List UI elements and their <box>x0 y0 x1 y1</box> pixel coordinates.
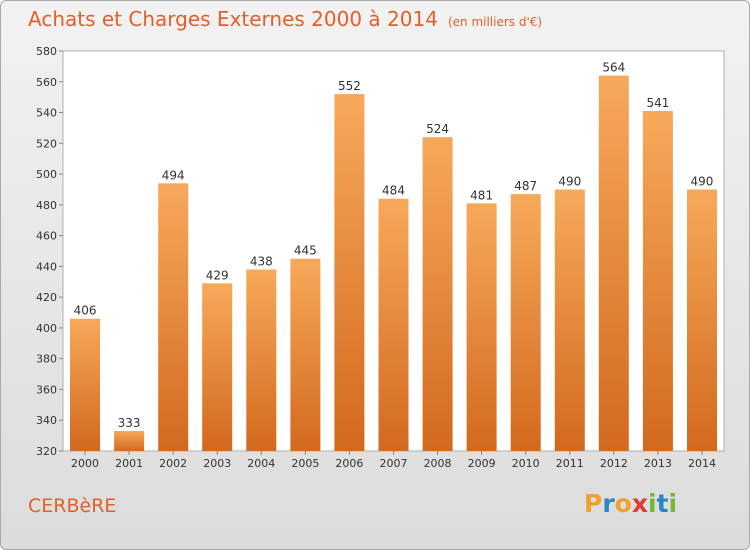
bar-value-label: 487 <box>514 179 537 193</box>
logo-letter: r <box>602 489 615 518</box>
bar-value-label: 438 <box>250 255 273 269</box>
y-tick-label: 380 <box>36 353 57 366</box>
x-tick-label: 2010 <box>512 457 540 470</box>
y-axis: 320 340 360 380 400 420 440 460 480 500 520 540 560 5… <box>36 45 63 458</box>
proxiti-logo: Proxiti <box>584 489 677 518</box>
x-tick-label: 2013 <box>644 457 672 470</box>
x-tick-label: 2005 <box>291 457 319 470</box>
x-tick-label: 2003 <box>203 457 231 470</box>
bar-value-label: 564 <box>602 61 625 75</box>
commune-name: CERBèRE <box>28 495 117 517</box>
logo-letter: t <box>656 489 669 518</box>
bar-value-label: 484 <box>382 184 405 198</box>
bar <box>422 137 453 451</box>
bar-value-label: 333 <box>118 416 141 430</box>
y-tick-label: 460 <box>36 230 57 243</box>
bars-group: 406 333 494 429 438 445 552 484 524 481 487 490 564 5… <box>70 61 717 452</box>
chart-title: Achats et Charges Externes 2000 à 2014 <box>28 7 438 31</box>
bar <box>334 94 365 451</box>
logo-letter: o <box>614 489 632 518</box>
logo-letter: i <box>648 489 657 518</box>
bar-value-label: 445 <box>294 244 317 258</box>
bar <box>290 258 321 451</box>
bar <box>466 203 497 451</box>
title-line: Achats et Charges Externes 2000 à 2014 (e… <box>28 7 542 31</box>
y-tick-label: 340 <box>36 414 57 427</box>
x-tick-label: 2001 <box>115 457 143 470</box>
bar <box>114 431 145 451</box>
y-tick-label: 400 <box>36 322 57 335</box>
bar <box>510 194 541 451</box>
x-tick-label: 2002 <box>159 457 187 470</box>
y-tick-label: 500 <box>36 168 57 181</box>
x-tick-label: 2007 <box>380 457 408 470</box>
y-tick-label: 420 <box>36 291 57 304</box>
x-axis: 2000 2001 2002 2003 2004 2005 2006 2007 2008 2009… <box>71 451 716 470</box>
bar <box>598 75 629 451</box>
logo-letter: P <box>584 489 603 518</box>
bar <box>378 198 409 451</box>
bar <box>70 318 100 451</box>
bar <box>554 189 585 451</box>
bar <box>642 111 673 451</box>
bar-value-label: 552 <box>338 79 361 93</box>
y-tick-label: 440 <box>36 260 57 273</box>
bar-value-label: 541 <box>646 96 669 110</box>
bar-value-label: 481 <box>470 188 493 202</box>
bar-value-label: 524 <box>426 122 449 136</box>
logo-letter: i <box>668 489 678 518</box>
y-tick-label: 520 <box>36 137 57 150</box>
bar <box>158 183 189 452</box>
y-tick-label: 540 <box>36 107 57 120</box>
bar <box>246 269 277 451</box>
logo-letter: x <box>631 489 648 518</box>
bar-value-label: 406 <box>74 304 97 318</box>
bar-value-label: 494 <box>162 168 185 182</box>
x-tick-label: 2000 <box>71 457 99 470</box>
y-tick-label: 360 <box>36 383 57 396</box>
bar-value-label: 429 <box>206 268 229 282</box>
x-tick-label: 2008 <box>424 457 452 470</box>
bar-value-label: 490 <box>691 175 714 189</box>
y-tick-label: 580 <box>36 45 57 58</box>
x-tick-label: 2012 <box>600 457 628 470</box>
y-tick-label: 560 <box>36 76 57 89</box>
bar <box>687 189 717 451</box>
x-tick-label: 2014 <box>688 457 716 470</box>
x-tick-label: 2004 <box>247 457 275 470</box>
y-tick-label: 320 <box>36 445 57 458</box>
x-tick-label: 2006 <box>335 457 363 470</box>
y-tick-label: 480 <box>36 199 57 212</box>
x-tick-label: 2009 <box>468 457 496 470</box>
bar <box>202 283 233 451</box>
chart-subtitle: (en milliers d'€) <box>447 15 543 29</box>
bar-value-label: 490 <box>558 175 581 189</box>
x-tick-label: 2011 <box>556 457 584 470</box>
